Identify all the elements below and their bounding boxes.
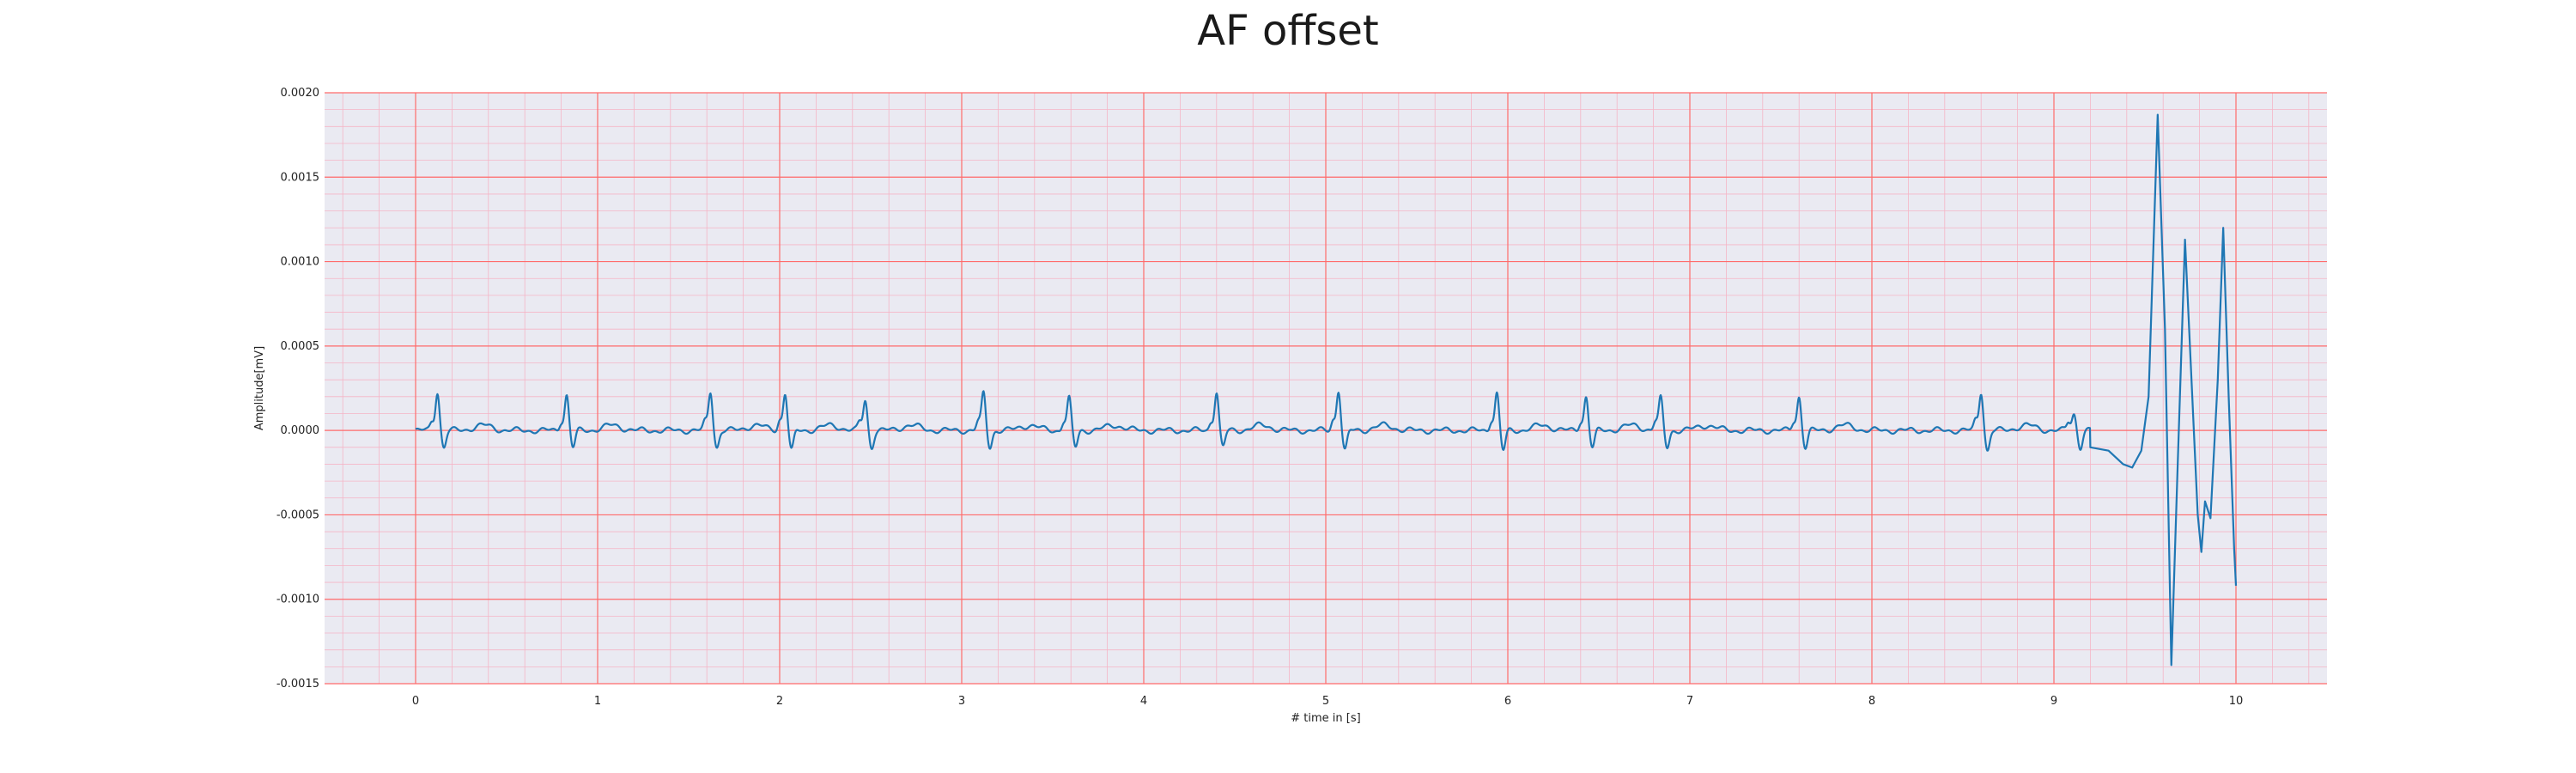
y-tick-label: -0.0015: [276, 678, 319, 691]
x-tick-label: 7: [1686, 695, 1693, 708]
y-tick-label: 0.0015: [281, 171, 320, 184]
x-tick-label: 5: [1322, 695, 1329, 708]
y-tick-label: 0.0005: [281, 340, 320, 353]
y-tick-label: 0.0020: [281, 87, 320, 100]
x-tick-label: 9: [2050, 695, 2057, 708]
y-axis-label: Amplitude[mV]: [253, 346, 266, 430]
y-tick-label: 0.0000: [281, 424, 320, 437]
major-grid: [325, 92, 2327, 685]
y-tick-labels: -0.0015 -0.0010 -0.0005 0.0000 0.0005 0.0010 0…: [276, 87, 319, 691]
x-tick-label: 1: [594, 695, 601, 708]
x-tick-label: 10: [2229, 695, 2244, 708]
x-tick-label: 3: [958, 695, 965, 708]
x-tick-label: 8: [1868, 695, 1875, 708]
y-tick-label: 0.0010: [281, 256, 320, 269]
x-tick-label: 0: [412, 695, 419, 708]
ecg-series-line: [415, 113, 2238, 666]
x-tick-label: 2: [776, 695, 783, 708]
x-tick-label: 4: [1140, 695, 1147, 708]
x-tick-label: 6: [1504, 695, 1511, 708]
chart-title: AF offset: [1197, 7, 1379, 55]
y-tick-label: -0.0005: [276, 508, 319, 521]
y-tick-label: -0.0010: [276, 593, 319, 606]
series-layer: [415, 113, 2238, 666]
x-axis-label: # time in [s]: [1291, 712, 1360, 725]
x-tick-labels: 0 1 2 3 4 5 6 7 8 9 10: [412, 695, 2243, 708]
